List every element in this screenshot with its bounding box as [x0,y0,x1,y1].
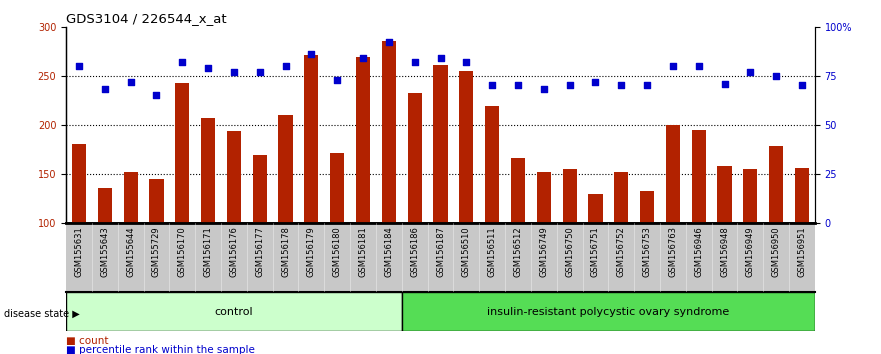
Point [123,79,137,84]
Text: disease state ▶: disease state ▶ [4,308,80,318]
Bar [226,131,241,223]
Text: insulin-resistant polycystic ovary syndrome: insulin-resistant polycystic ovary syndr… [487,307,729,316]
Bar [278,115,292,223]
Bar [98,188,112,223]
Bar [666,125,680,223]
Point [433,55,448,61]
Text: GSM155631: GSM155631 [75,227,84,277]
Text: GSM156751: GSM156751 [591,227,600,277]
Text: GSM156749: GSM156749 [539,227,548,277]
Text: GSM156187: GSM156187 [436,227,445,277]
Point [795,82,809,88]
Bar [589,194,603,223]
Bar [511,158,525,223]
Text: GSM155644: GSM155644 [126,227,135,277]
Bar [717,166,731,223]
Text: GSM156181: GSM156181 [359,227,367,277]
Text: control: control [215,307,253,316]
Bar [402,292,815,331]
Bar [356,57,370,223]
Point [769,73,783,79]
Bar [744,169,758,223]
Text: GSM155643: GSM155643 [100,227,109,277]
Text: GSM156186: GSM156186 [411,227,419,277]
Text: GSM156184: GSM156184 [384,227,393,277]
Text: GSM156950: GSM156950 [772,227,781,277]
Bar [614,172,628,223]
Point [278,63,292,69]
Point [692,63,706,69]
Text: GDS3104 / 226544_x_at: GDS3104 / 226544_x_at [66,12,226,25]
Bar [485,106,500,223]
Bar [459,71,473,223]
Point [511,82,525,88]
Bar [304,55,319,223]
Point [253,69,267,75]
Point [72,63,86,69]
Bar [175,82,189,223]
Text: ■ percentile rank within the sample: ■ percentile rank within the sample [66,346,255,354]
Bar [408,93,422,223]
Point [640,82,654,88]
Bar [150,179,164,223]
Bar [381,41,396,223]
Text: GSM156170: GSM156170 [178,227,187,277]
Bar [769,147,783,223]
Text: GSM156753: GSM156753 [642,227,652,277]
Point [356,55,370,61]
Bar [433,65,448,223]
Bar [640,190,655,223]
Text: ■ count: ■ count [66,336,108,346]
Text: GSM156512: GSM156512 [514,227,522,277]
Point [666,63,680,69]
Bar [123,172,137,223]
Point [537,87,551,92]
Text: GSM156763: GSM156763 [669,227,677,278]
Point [304,51,318,57]
Point [563,82,577,88]
Point [330,77,344,82]
Text: GSM156752: GSM156752 [617,227,626,277]
Point [614,82,628,88]
Point [717,81,731,86]
Point [485,82,500,88]
Text: GSM156511: GSM156511 [488,227,497,277]
Text: GSM156171: GSM156171 [204,227,212,277]
Point [408,59,422,65]
Text: GSM156946: GSM156946 [694,227,703,277]
Bar [330,153,344,223]
Point [744,69,758,75]
Point [459,59,473,65]
Bar [253,155,267,223]
Text: GSM156179: GSM156179 [307,227,316,277]
Point [589,79,603,84]
Bar [795,168,809,223]
Text: GSM156176: GSM156176 [229,227,239,277]
Bar [201,118,215,223]
Text: GSM156177: GSM156177 [255,227,264,277]
Bar [72,144,86,223]
Text: GSM156951: GSM156951 [797,227,806,277]
Text: GSM156949: GSM156949 [746,227,755,277]
Point [175,59,189,65]
Text: GSM156178: GSM156178 [281,227,290,277]
Text: GSM156948: GSM156948 [720,227,729,277]
Bar [692,130,706,223]
Text: GSM156510: GSM156510 [462,227,470,277]
Text: GSM156180: GSM156180 [333,227,342,277]
Point [201,65,215,71]
Bar [537,172,551,223]
Bar [66,292,402,331]
Point [150,92,164,98]
Text: GSM155729: GSM155729 [152,227,161,277]
Point [381,39,396,45]
Text: GSM156750: GSM156750 [565,227,574,277]
Bar [562,169,577,223]
Point [227,69,241,75]
Point [98,87,112,92]
